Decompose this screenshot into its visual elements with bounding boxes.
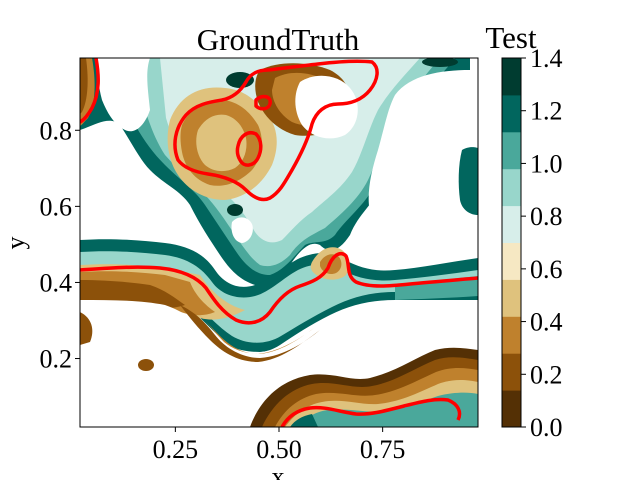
y-tick-label: 0.4 — [40, 268, 73, 297]
y-tick-label: 0.2 — [40, 345, 73, 374]
y-axis-label: y — [1, 237, 30, 250]
colorbar-tick-label: 1.2 — [530, 97, 563, 126]
plot-area — [79, 57, 479, 428]
contour-field — [80, 58, 478, 427]
colorbar-frame — [501, 57, 522, 428]
contour-region-right-white — [368, 70, 478, 268]
colorbar-tick-label: 1.0 — [530, 149, 563, 178]
y-axis: 0.2 0.4 0.6 0.8 — [40, 116, 80, 374]
colorbar-band — [502, 94, 521, 133]
x-tick-label: 0.50 — [256, 435, 302, 464]
colorbar-band — [502, 390, 521, 428]
colorbar-tick-label: 0.4 — [530, 308, 563, 337]
highlight-contour-left-top — [80, 58, 100, 124]
colorbar-tick-label: 0.8 — [530, 202, 563, 231]
colorbar-ticks: 0.0 0.2 0.4 0.6 0.8 1.0 1.2 1.4 — [521, 44, 563, 442]
x-tick-label: 0.75 — [360, 435, 406, 464]
colorbar-band — [502, 242, 521, 280]
colorbar-band — [502, 168, 521, 207]
highlight-contours — [80, 58, 478, 427]
highlight-contour-inner-2 — [254, 94, 272, 111]
highlight-contour-bottom — [280, 397, 462, 427]
chart-title: GroundTruth — [197, 22, 360, 57]
colorbar-bands — [502, 58, 521, 428]
highlight-contour-upper — [173, 59, 379, 202]
colorbar-tick-label: 0.6 — [530, 255, 563, 284]
x-tick-label: 0.25 — [153, 435, 199, 464]
y-tick-label: 0.6 — [40, 192, 73, 221]
colorbar-band — [502, 205, 521, 243]
y-tick-label: 0.8 — [40, 116, 73, 145]
colorbar-tick-label: 0.0 — [530, 413, 563, 442]
colorbar-band — [502, 58, 521, 96]
colorbar-band — [502, 316, 521, 354]
colorbar: 0.0 0.2 0.4 0.6 0.8 1.0 1.2 1.4 Test — [485, 20, 562, 442]
colorbar-band — [502, 279, 521, 317]
x-axis-label: x — [272, 462, 285, 480]
colorbar-tick-label: 0.2 — [530, 360, 563, 389]
highlight-contour-middle — [80, 251, 478, 325]
colorbar-tick-label: 1.4 — [530, 44, 563, 73]
contour-region-upper — [80, 58, 470, 285]
colorbar-label: Test — [485, 20, 537, 55]
colorbar-band — [502, 131, 521, 170]
colorbar-band — [502, 353, 521, 391]
x-axis: 0.25 0.50 0.75 — [153, 427, 406, 464]
highlight-contour-inner-1 — [235, 131, 263, 167]
